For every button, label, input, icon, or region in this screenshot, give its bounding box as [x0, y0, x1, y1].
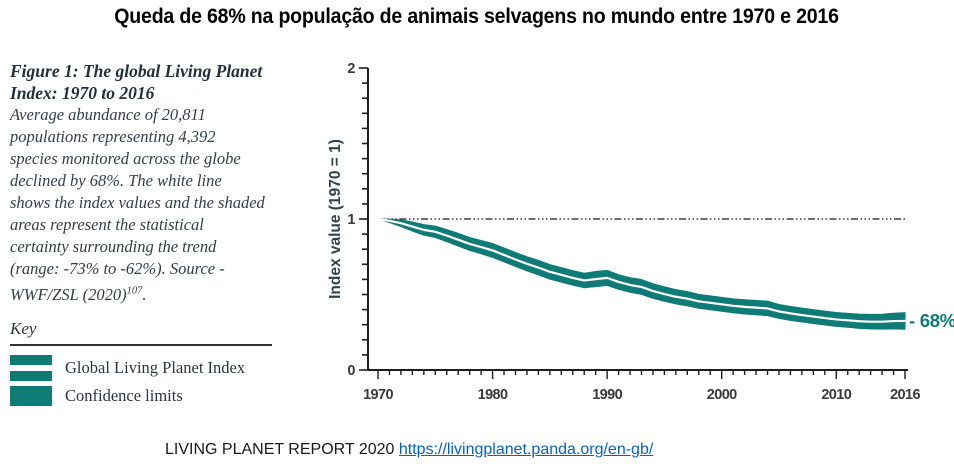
footer-report-label: LIVING PLANET REPORT 2020 — [165, 441, 395, 458]
legend-label-confidence: Confidence limits — [65, 385, 183, 405]
key-divider — [10, 343, 272, 346]
legend-item-confidence: Confidence limits — [10, 385, 266, 406]
svg-text:2010: 2010 — [821, 387, 851, 403]
confidence-band-swatch-icon — [10, 385, 52, 406]
y-tick-labels: 0 1 2 — [347, 61, 356, 379]
page-title: Queda de 68% na população de animais sel… — [0, 5, 954, 29]
x-tick-labels: 1970 1980 1990 2000 2010 2016 — [363, 387, 921, 403]
x-ticks — [377, 370, 906, 379]
index-line — [376, 217, 907, 323]
figure-caption-panel: Figure 1: The global Living Planet Index… — [10, 60, 272, 411]
end-label: - 68% — [909, 310, 954, 331]
confidence-band — [377, 218, 906, 330]
footer: LIVING PLANET REPORT 2020 https://living… — [165, 441, 653, 459]
svg-text:2016: 2016 — [890, 387, 920, 403]
figure-source: Source - WWF/ZSL (2020)107. — [10, 259, 225, 304]
legend-item-index: Global Living Planet Index — [10, 354, 266, 381]
y-ticks — [359, 67, 368, 371]
figure-caption-heading: Figure 1: The global Living Planet Index… — [10, 61, 263, 103]
page-title-text: Queda de 68% na população de animais sel… — [114, 5, 840, 28]
figure-caption-body: Average abundance of 20,811 populations … — [10, 104, 266, 306]
figure-caption-text: Average abundance of 20,811 populations … — [10, 105, 265, 278]
svg-text:1980: 1980 — [478, 387, 508, 403]
y-axis-title: Index value (1970 = 1) — [327, 139, 344, 299]
key-title: Key — [10, 318, 37, 338]
svg-text:1970: 1970 — [363, 387, 393, 403]
svg-text:2000: 2000 — [707, 387, 737, 403]
legend-label-index: Global Living Planet Index — [65, 357, 246, 377]
svg-text:1990: 1990 — [592, 387, 622, 403]
footnote-superscript: 107 — [126, 285, 143, 296]
svg-text:2: 2 — [347, 61, 355, 77]
svg-text:1: 1 — [347, 212, 355, 228]
footer-report-link[interactable]: https://livingplanet.panda.org/en-gb/ — [398, 441, 654, 458]
index-line-swatch-icon — [10, 354, 52, 381]
svg-text:0: 0 — [347, 363, 355, 379]
